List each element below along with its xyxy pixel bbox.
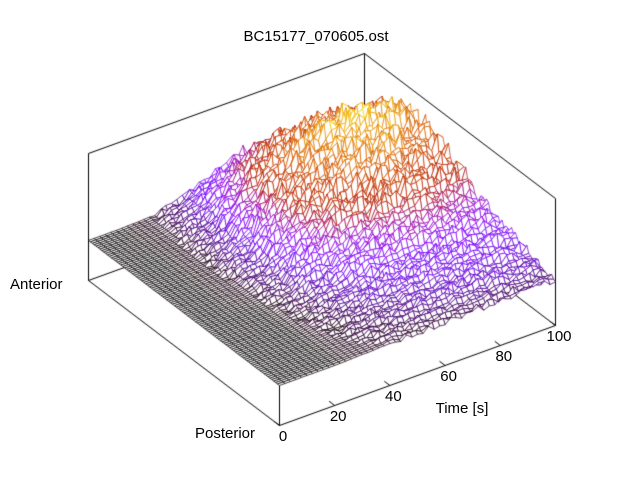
x-axis-title: Time [s] bbox=[435, 400, 489, 417]
x-tick-label-100: 100 bbox=[546, 328, 572, 345]
x-tick-label-60: 60 bbox=[440, 368, 457, 385]
y-axis-label-anterior: Anterior bbox=[10, 276, 63, 293]
x-tick-label-80: 80 bbox=[495, 348, 513, 365]
x-tick-label-0: 0 bbox=[278, 428, 288, 445]
y-axis-label-posterior: Posterior bbox=[195, 425, 256, 442]
x-tick-label-20: 20 bbox=[329, 408, 347, 425]
x-tick-label-40: 40 bbox=[385, 388, 402, 405]
chart-title: BC15177_070605.ost bbox=[243, 28, 389, 45]
